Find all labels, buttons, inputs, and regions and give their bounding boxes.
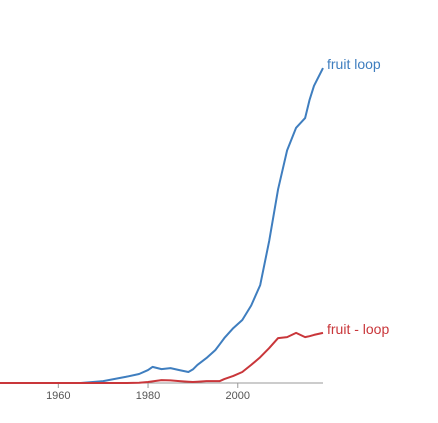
- series-line: [0, 67, 324, 384]
- series-line: [0, 331, 324, 384]
- series-label: fruit loop: [327, 56, 381, 72]
- x-tick-label: 1960: [46, 390, 70, 402]
- x-tick-label: 1980: [136, 390, 160, 402]
- series-label: fruit - loop: [327, 321, 389, 337]
- x-tick-label: 2000: [226, 390, 250, 402]
